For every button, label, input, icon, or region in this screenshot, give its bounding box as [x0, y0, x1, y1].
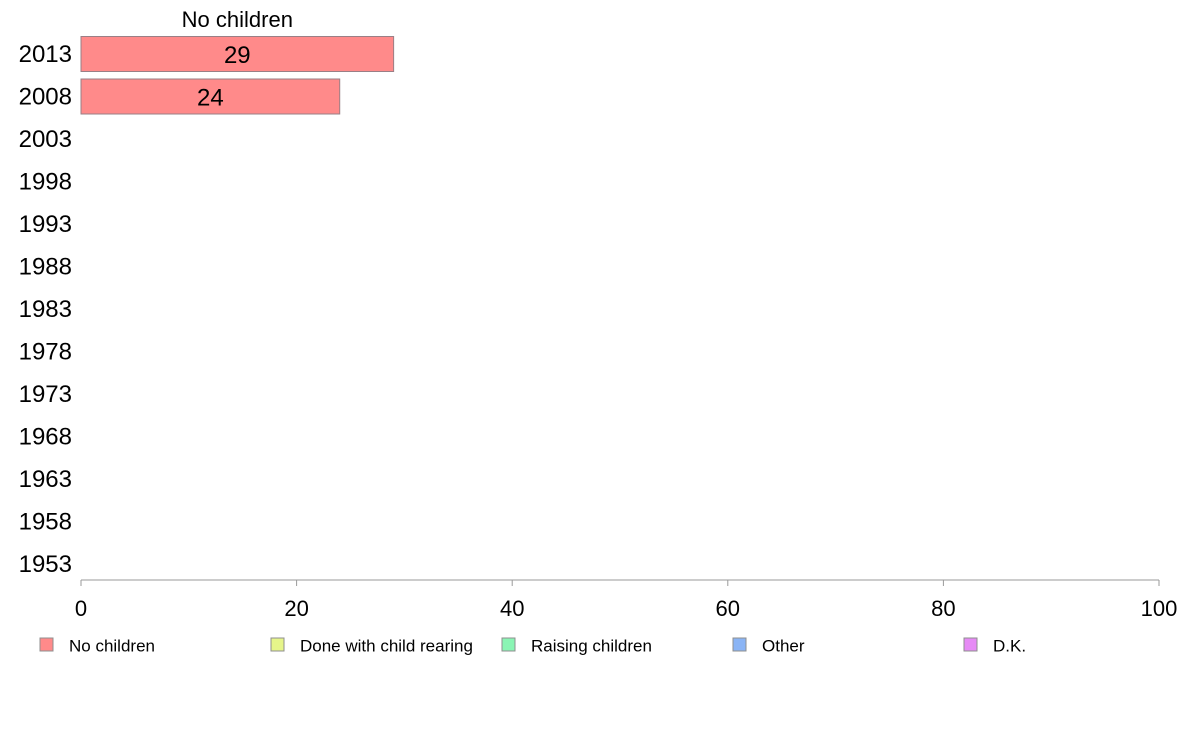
data-label: 29 — [224, 42, 251, 69]
series-label: No children — [182, 7, 293, 32]
y-tick-label: 1953 — [19, 551, 72, 578]
y-tick-label: 1963 — [19, 466, 72, 493]
legend-swatch — [501, 637, 516, 652]
data-label: 24 — [197, 85, 224, 112]
y-tick-label: 1958 — [19, 509, 72, 536]
y-tick-label: 1988 — [19, 254, 72, 281]
y-tick-label: 1978 — [19, 339, 72, 366]
x-tick-label: 80 — [931, 596, 955, 621]
y-tick-label: 2003 — [19, 126, 72, 153]
y-tick-label: 2008 — [19, 84, 72, 111]
x-tick-label: 40 — [500, 596, 524, 621]
y-tick-label: 1968 — [19, 424, 72, 451]
bar — [80, 78, 341, 115]
x-tick-label: 100 — [1141, 596, 1178, 621]
bar — [80, 36, 395, 72]
legend-swatch — [39, 637, 54, 652]
legend-swatch — [270, 637, 285, 652]
y-tick-label: 1993 — [19, 211, 72, 238]
legend: No children Done with child rearing Raisin… — [39, 637, 1026, 656]
y-tick-label: 1983 — [19, 296, 72, 323]
y-axis-labels: 2013 2008 2003 1998 1993 1988 1983 1978 1973 1968… — [19, 41, 72, 578]
legend-swatch — [963, 637, 978, 652]
legend-label: Raising children — [531, 637, 652, 656]
y-tick-label: 2013 — [19, 41, 72, 68]
legend-label: D.K. — [993, 637, 1026, 656]
legend-label: Other — [762, 637, 805, 656]
y-tick-label: 1973 — [19, 381, 72, 408]
legend-swatch — [732, 637, 747, 652]
legend-label: Done with child rearing — [300, 637, 473, 656]
x-axis: 0 20 40 60 80 100 — [75, 579, 1178, 621]
x-tick-label: 60 — [716, 596, 740, 621]
x-tick-label: 0 — [75, 596, 87, 621]
y-tick-label: 1998 — [19, 169, 72, 196]
x-tick-label: 20 — [284, 596, 308, 621]
legend-label: No children — [69, 637, 155, 656]
